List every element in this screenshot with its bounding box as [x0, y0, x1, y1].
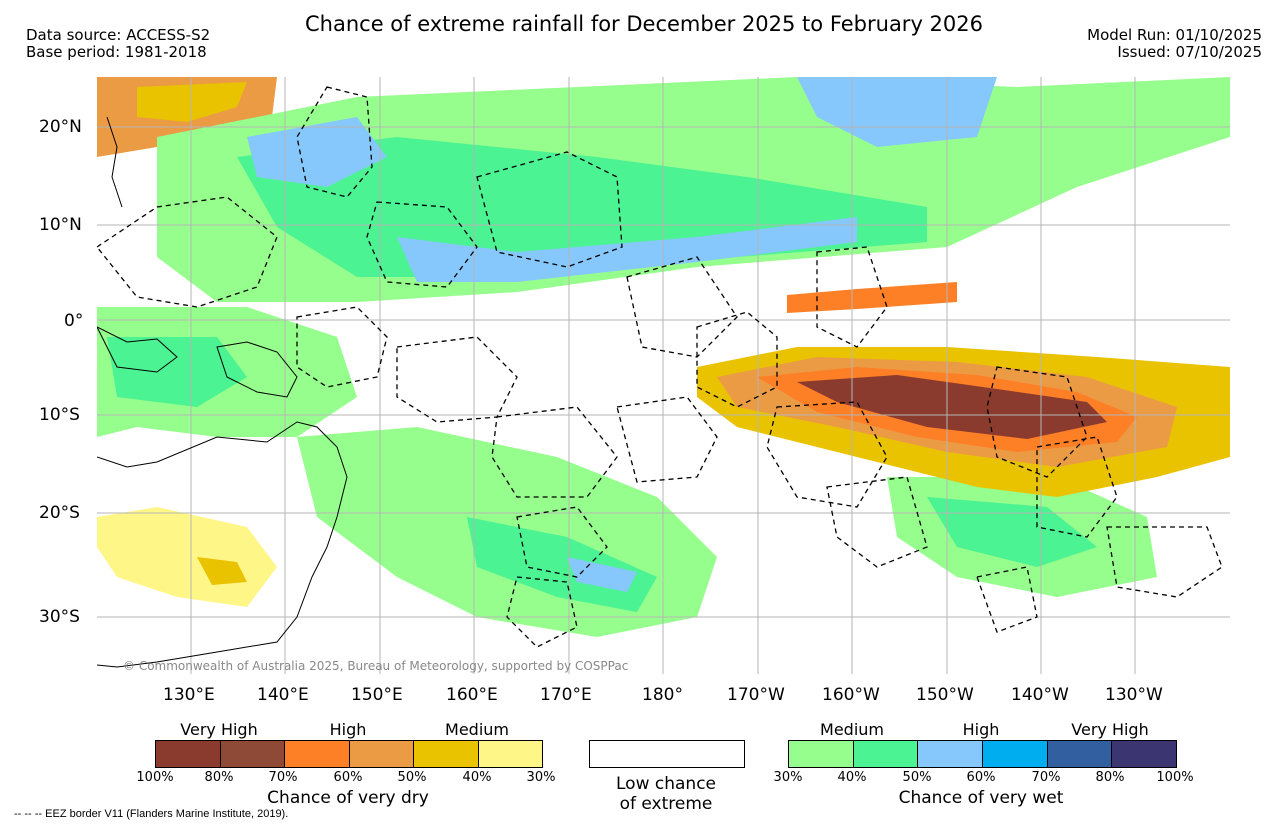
lon-label-130w: 130°W	[1105, 685, 1163, 705]
lon-label-150e: 150°E	[351, 685, 403, 705]
dry-tick: 40%	[462, 770, 492, 785]
dry-tick: 80%	[204, 770, 234, 785]
wet-high-spcz	[567, 557, 637, 592]
dry-swatch-6	[478, 741, 542, 767]
lat-label-20n: 20°N	[39, 117, 82, 137]
dry-region-sw	[97, 507, 277, 607]
lon-label-170e: 170°E	[540, 685, 592, 705]
lat-label-10s: 10°S	[39, 405, 80, 425]
wet-core-se	[927, 497, 1097, 567]
dry-tick: 50%	[397, 770, 427, 785]
wet-high-north	[397, 217, 857, 282]
wet-swatch-4	[983, 741, 1048, 767]
wet-tick: 40%	[837, 770, 867, 785]
lon-label-160w: 160°W	[822, 685, 880, 705]
wet-colorbar	[788, 740, 1177, 768]
wet-region-west-core	[107, 337, 247, 407]
wet-high-north2	[247, 117, 387, 187]
wet-swatch-6	[1112, 741, 1177, 767]
dry-colorbar	[155, 740, 543, 768]
dry-cat-very-high: Very High	[180, 720, 258, 739]
dry-central-core	[797, 375, 1107, 439]
data-source: Data source: ACCESS-S2	[26, 26, 211, 44]
low-chance-swatch	[589, 740, 745, 768]
wet-swatch-2	[853, 741, 919, 767]
dry-equator-patch	[787, 282, 957, 313]
dry-swatch-5	[414, 741, 479, 767]
low-chance-label-2: of extreme	[619, 794, 713, 814]
wet-swatch-1	[789, 741, 854, 767]
low-chance-label-1: Low chance	[616, 774, 716, 794]
lon-label-140w: 140°W	[1011, 685, 1069, 705]
dry-swatch-2	[220, 741, 285, 767]
model-run: Model Run: 01/10/2025	[1087, 26, 1262, 44]
wet-tick: 30%	[773, 770, 803, 785]
dry-tick: 70%	[268, 770, 298, 785]
eez-note: -- -- -- EEZ border V11 (Flanders Marine…	[14, 808, 289, 820]
wet-tick: 70%	[1031, 770, 1061, 785]
lon-label-130e: 130°E	[163, 685, 215, 705]
issued-date: Issued: 07/10/2025	[1117, 43, 1262, 61]
dry-tick: 100%	[136, 770, 174, 785]
dry-swatch-1	[156, 741, 221, 767]
lat-label-30s: 30°S	[39, 607, 80, 627]
lon-label-140e: 140°E	[257, 685, 309, 705]
dry-cat-medium: Medium	[445, 720, 509, 739]
lat-label-20s: 20°S	[39, 503, 80, 523]
wet-swatch-5	[1047, 741, 1113, 767]
wet-cat-medium: Medium	[820, 720, 884, 739]
dry-swatch-3	[285, 741, 350, 767]
lon-label-150w: 150°W	[916, 685, 974, 705]
dry-cat-high: High	[329, 720, 367, 739]
map-title: Chance of extreme rainfall for December …	[305, 12, 983, 36]
wet-swatch-3	[918, 741, 984, 767]
dry-region-nw-light	[137, 82, 247, 122]
rainfall-map[interactable]	[97, 77, 1230, 674]
graticule	[97, 77, 1230, 674]
lon-label-180: 180°	[642, 685, 683, 705]
dry-patch-sw	[197, 557, 247, 585]
wet-tick: 50%	[902, 770, 932, 785]
dry-tick: 60%	[333, 770, 363, 785]
wet-cat-very-high: Very High	[1071, 720, 1149, 739]
lon-label-170w: 170°W	[727, 685, 785, 705]
map-canvas	[97, 77, 1230, 674]
dry-legend-title: Chance of very dry	[267, 788, 429, 808]
eez-borders	[97, 86, 1223, 648]
lat-label-0: 0°	[64, 311, 84, 331]
wet-legend-title: Chance of very wet	[898, 788, 1064, 808]
wet-tick: 60%	[966, 770, 996, 785]
wet-tick: 100%	[1156, 770, 1194, 785]
lat-label-10n: 10°N	[39, 215, 82, 235]
coastlines	[97, 116, 348, 668]
dry-tick: 30%	[526, 770, 556, 785]
wet-tick: 80%	[1095, 770, 1125, 785]
copyright-note: © Commonwealth of Australia 2025, Bureau…	[123, 659, 629, 673]
dry-swatch-4	[349, 741, 414, 767]
wet-cat-high: High	[962, 720, 1000, 739]
base-period: Base period: 1981-2018	[26, 43, 207, 61]
lon-label-160e: 160°E	[446, 685, 498, 705]
